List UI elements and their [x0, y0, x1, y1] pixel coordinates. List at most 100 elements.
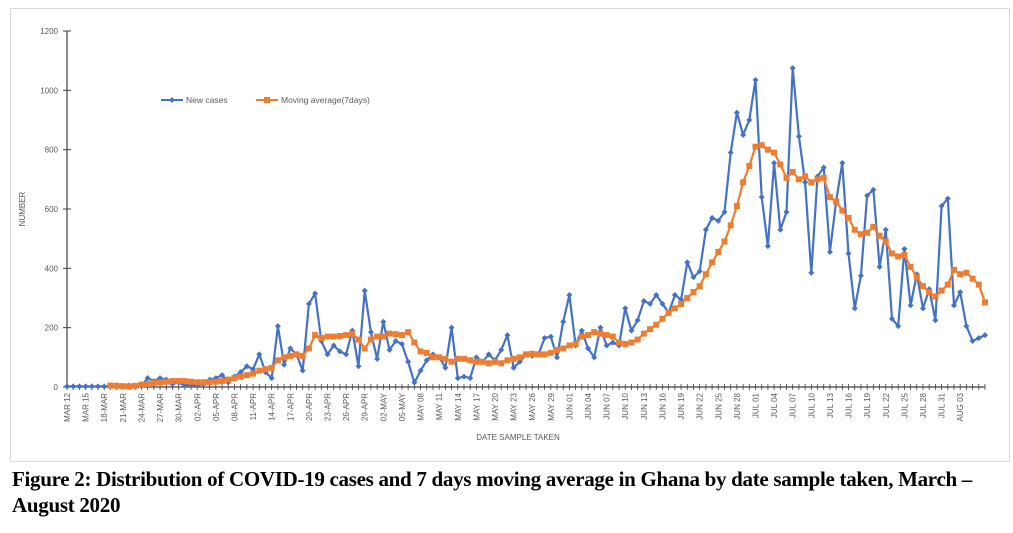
data-point [175, 378, 182, 385]
data-point [758, 194, 765, 201]
data-point [789, 168, 796, 175]
data-point [113, 382, 120, 389]
data-point [312, 290, 319, 297]
data-point [746, 117, 753, 123]
data-point [597, 324, 604, 331]
data-point [609, 339, 616, 346]
data-point [771, 160, 778, 167]
data-point [498, 346, 505, 353]
data-point [405, 329, 412, 336]
data-point [907, 263, 914, 270]
data-point [647, 326, 654, 333]
data-point [597, 330, 604, 337]
data-point [411, 339, 418, 346]
data-point [640, 330, 647, 337]
data-point [194, 379, 201, 386]
data-point [547, 349, 554, 356]
data-point [938, 203, 945, 210]
data-point [429, 354, 436, 361]
data-point [634, 317, 641, 324]
x-tick-label: 24-MAR [137, 393, 146, 423]
data-point [578, 333, 585, 340]
data-point [969, 338, 976, 345]
x-tick-label: JUL 22 [882, 392, 891, 418]
data-point [882, 238, 889, 245]
data-point [547, 333, 554, 340]
x-tick-label: 18-MAR [100, 393, 109, 423]
data-point [163, 378, 170, 385]
data-point [684, 295, 691, 301]
data-point [343, 332, 350, 339]
data-point [262, 366, 269, 373]
data-point [380, 333, 387, 340]
data-point [535, 351, 542, 358]
data-point [566, 342, 573, 349]
data-point [671, 292, 678, 299]
data-point [523, 351, 529, 358]
x-axis-ticks: MAR 12 MAR 15 18-MAR 21-MAR 24-MAR 27-MAR 30-M… [63, 384, 986, 423]
data-point [653, 321, 660, 328]
data-point [857, 231, 864, 238]
data-point [200, 379, 207, 386]
x-tick-label: 29-APR [361, 393, 370, 421]
data-point [727, 149, 734, 156]
data-point [969, 275, 976, 282]
x-tick-label: 08-APR [230, 393, 239, 421]
data-point [746, 162, 753, 169]
x-tick-label: JUN 04 [584, 392, 593, 419]
data-point [256, 351, 263, 358]
data-point [932, 293, 939, 300]
x-tick-label: 27-MAR [156, 393, 165, 423]
data-point [157, 379, 164, 386]
data-point [901, 251, 908, 258]
data-point [820, 164, 827, 171]
data-point [324, 333, 331, 340]
data-point [485, 360, 492, 367]
data-point [758, 142, 765, 149]
data-point [963, 323, 970, 330]
data-point [982, 332, 988, 339]
data-point [336, 348, 343, 355]
data-point [312, 332, 319, 339]
y-tick-label: 800 [45, 146, 59, 155]
data-point [554, 346, 561, 353]
data-point [516, 354, 523, 361]
x-tick-label: 11-APR [249, 393, 258, 421]
data-point [88, 383, 95, 390]
x-tick-label: 20-APR [305, 393, 314, 421]
data-point [504, 332, 511, 339]
data-point [367, 329, 374, 336]
data-point [442, 355, 449, 362]
data-point [256, 367, 263, 374]
x-tick-label: 14-APR [268, 393, 277, 421]
data-point [820, 174, 827, 181]
data-point [169, 378, 176, 385]
data-point [975, 281, 982, 288]
data-point [188, 378, 195, 385]
y-tick-label: 0 [54, 383, 59, 392]
x-tick-label: JUL 28 [919, 392, 928, 418]
x-tick-label: AUG 03 [956, 392, 965, 421]
data-point [355, 336, 362, 343]
data-point [876, 263, 883, 270]
data-point [795, 176, 802, 183]
x-tick-label: JUL 16 [845, 392, 854, 418]
data-point [926, 289, 933, 296]
data-point [839, 160, 846, 167]
y-tick-label: 600 [45, 205, 59, 214]
data-point [349, 330, 356, 337]
data-point [64, 383, 70, 390]
data-point [671, 305, 678, 312]
data-point [82, 383, 89, 390]
data-point [467, 357, 474, 364]
data-point [510, 364, 517, 371]
data-point [783, 208, 790, 215]
data-point [870, 186, 877, 193]
data-point [374, 333, 381, 340]
data-point [764, 146, 771, 153]
data-point [268, 364, 275, 371]
data-point [690, 274, 697, 281]
data-point [591, 329, 598, 336]
figure-caption: Figure 2: Distribution of COVID-19 cases… [12, 467, 973, 517]
data-point [944, 281, 951, 288]
